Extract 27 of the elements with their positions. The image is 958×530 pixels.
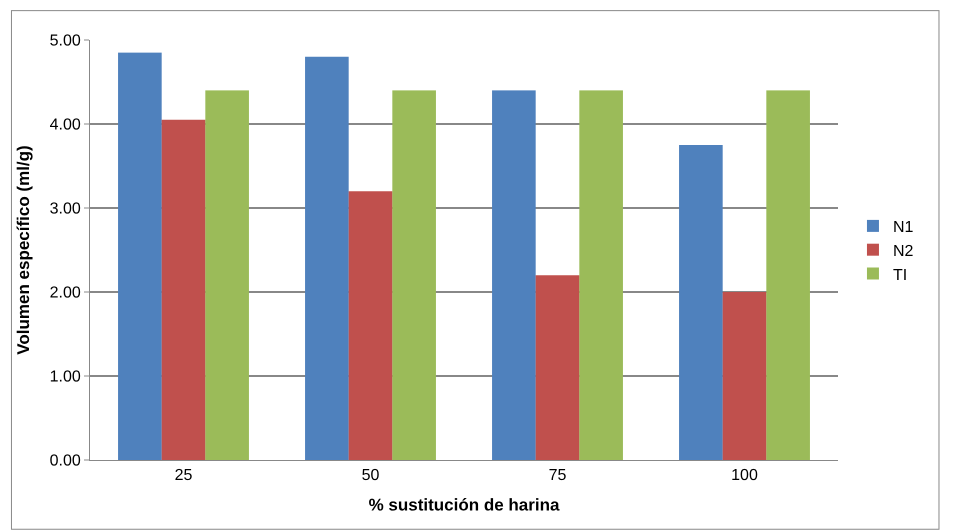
x-tick-label: 75	[548, 467, 566, 484]
x-axis-title: % sustitución de harina	[368, 496, 560, 515]
bar	[348, 191, 392, 460]
bar	[392, 90, 436, 460]
legend-label: N2	[892, 242, 914, 260]
y-tick-label: 0.00	[50, 452, 81, 470]
bar	[305, 56, 349, 460]
bar	[579, 90, 623, 460]
y-tick-label: 5.00	[50, 32, 81, 50]
bar	[679, 145, 723, 460]
y-tick-label: 4.00	[50, 116, 81, 134]
bar	[162, 120, 206, 460]
y-tick-label: 2.00	[50, 284, 81, 302]
x-tick-label: 100	[731, 467, 758, 484]
bar	[492, 90, 536, 460]
bar	[766, 90, 810, 460]
bar	[722, 292, 766, 460]
bar	[205, 90, 249, 460]
y-axis-title: Volumen específico (ml/g)	[14, 145, 34, 355]
y-tick-label: 3.00	[50, 200, 81, 218]
bar	[536, 275, 580, 460]
bar	[118, 52, 162, 460]
y-tick-label: 1.00	[50, 368, 81, 386]
x-tick-label: 50	[362, 467, 380, 484]
x-tick-label: 25	[174, 467, 192, 484]
legend-label: N1	[892, 219, 914, 236]
legend-label: TI	[892, 266, 908, 284]
